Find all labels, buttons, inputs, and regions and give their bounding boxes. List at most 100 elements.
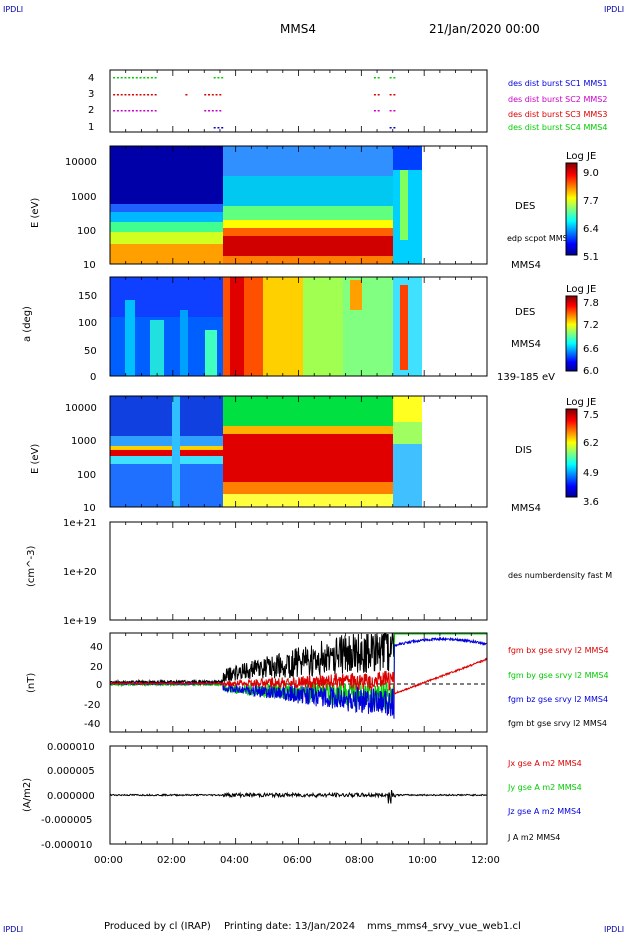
burst-mark	[393, 110, 396, 112]
burst-mark	[219, 110, 222, 112]
legend-burst-sc1: des dist burst SC1 MMS1	[508, 79, 607, 88]
colorbar-tick-6-4: 6.4	[583, 224, 599, 235]
ytick-1e20: 1e+20	[63, 567, 97, 578]
burst-mark	[139, 110, 142, 112]
colorbar-tick-7-5: 7.5	[583, 410, 599, 421]
ytick-5e-6: 0.000005	[47, 766, 95, 777]
species-label-des-pitch: DES	[515, 307, 535, 318]
footer-script: mms_mms4_srvy_vue_web1.cl	[367, 921, 521, 932]
species-label-des: DES	[515, 201, 535, 212]
ytick-10000: 10000	[65, 403, 97, 414]
ylabel-current: (A/m2)	[22, 778, 33, 812]
ylabel-des-energy: E (eV)	[30, 198, 41, 228]
legend-burst-sc3: des dist burst SC3 MMS3	[508, 110, 607, 119]
burst-mark	[377, 110, 380, 112]
ytick-40: 40	[90, 642, 103, 653]
ytick-100: 100	[78, 318, 97, 329]
ytick-0: 0	[90, 372, 96, 383]
ytick-0: 0	[96, 680, 102, 691]
burst-mark	[204, 110, 207, 112]
ytick-3: 3	[88, 89, 94, 100]
burst-mark	[154, 77, 157, 79]
ylabel-density: (cm^-3)	[26, 546, 37, 587]
burst-mark	[147, 110, 150, 112]
burst-mark	[150, 94, 153, 96]
colorbar-tick-7-8: 7.8	[583, 298, 599, 309]
burst-mark	[185, 94, 188, 96]
legend-burst-sc4: des dist burst SC4 MMS4	[508, 123, 607, 132]
burst-mark	[211, 94, 214, 96]
series-bx	[109, 657, 488, 695]
ytick-neg1e-5: -0.000010	[41, 840, 92, 851]
burst-mark	[143, 110, 146, 112]
ytick-50: 50	[84, 346, 97, 357]
panel-burst-flags: 4 3 2 1 des dist burst SC1 MMS1 des dist…	[88, 69, 607, 133]
burst-mark	[124, 110, 127, 112]
burst-mark	[116, 94, 119, 96]
panel-magnetic-field: 40 20 0 -20 -40 (nT) fgm bx gse srvy l2 …	[26, 632, 609, 733]
panel-des-energy: 10000 1000 100 10 E (eV) DES edp scpot M…	[30, 145, 599, 271]
corner-label-tl: IPDLI	[3, 5, 23, 14]
burst-mark	[208, 94, 211, 96]
ytick-1000: 1000	[71, 192, 96, 203]
legend-density: des numberdensity fast M	[508, 571, 612, 580]
burst-mark	[128, 77, 131, 79]
legend-jz: Jz gse A m2 MMS4	[507, 807, 581, 816]
footer-produced: Produced by cl (IRAP)	[104, 921, 211, 932]
colorbar-tick-4-9: 4.9	[583, 468, 599, 479]
spacecraft-title: MMS4	[280, 22, 316, 36]
burst-mark	[221, 127, 224, 129]
burst-mark	[221, 77, 224, 79]
ytick-100: 100	[77, 226, 96, 237]
species-label-dis: DIS	[515, 445, 532, 456]
burst-mark	[154, 110, 157, 112]
burst-mark	[213, 127, 216, 129]
burst-mark	[135, 94, 138, 96]
burst-mark	[213, 77, 216, 79]
ytick-0: 0.000000	[47, 791, 95, 802]
burst-mark	[124, 94, 127, 96]
bottom-label-mms4: MMS4	[511, 503, 541, 514]
legend-j: J A m2 MMS4	[507, 833, 560, 842]
burst-mark	[120, 110, 123, 112]
panel-dis-energy: 10000 1000 100 10 E (eV) DIS MMS4 Log JE…	[30, 395, 599, 514]
ytick-1e21: 1e+21	[63, 518, 97, 529]
ytick-2: 2	[88, 105, 94, 116]
xtick-0200: 02:00	[157, 855, 186, 866]
corner-label-br: IPDLI	[604, 925, 624, 934]
panel-density: 1e+21 1e+20 1e+19 (cm^-3) des numberdens…	[26, 518, 612, 627]
ytick-1000: 1000	[71, 436, 96, 447]
corner-label-tr: IPDLI	[604, 5, 624, 14]
burst-mark	[113, 110, 116, 112]
burst-mark	[389, 77, 392, 79]
overlay-label-scpot: edp scpot MMS4	[507, 234, 573, 243]
legend-jy: Jy gse A m2 MMS4	[507, 783, 582, 792]
colorbar-tick-6-2: 6.2	[583, 438, 599, 449]
series-bt	[109, 633, 487, 686]
legend-burst-sc2: des dist burst SC2 MMS2	[508, 95, 607, 104]
colorbar-tick-6-6: 6.6	[583, 344, 599, 355]
burst-mark	[219, 94, 222, 96]
x-axis: 00:00 02:00 04:00 06:00 08:00 10:00 12:0…	[94, 855, 500, 866]
colorbar-title: Log JE	[566, 284, 596, 295]
burst-mark	[116, 110, 119, 112]
panel-current-density: 0.000010 0.000005 0.000000 -0.000005 -0.…	[22, 742, 582, 851]
burst-mark	[389, 110, 392, 112]
burst-mark	[135, 110, 138, 112]
burst-mark	[377, 77, 380, 79]
ytick-1e19: 1e+19	[63, 616, 97, 627]
legend-bz: fgm bz gse srvy l2 MMS4	[508, 695, 608, 704]
legend-bt: fgm bt gse srvy l2 MMS4	[508, 719, 607, 728]
burst-mark	[389, 127, 392, 129]
burst-mark	[150, 77, 153, 79]
ytick-neg40: -40	[84, 719, 100, 730]
burst-mark	[139, 94, 142, 96]
burst-mark	[211, 110, 214, 112]
colorbar	[565, 162, 578, 256]
ytick-100: 100	[77, 470, 96, 481]
colorbar-tick-7-2: 7.2	[583, 320, 599, 331]
side-label-mms4: MMS4	[511, 339, 541, 350]
energy-range-label: 139-185 eV	[497, 372, 555, 383]
burst-mark	[113, 94, 116, 96]
